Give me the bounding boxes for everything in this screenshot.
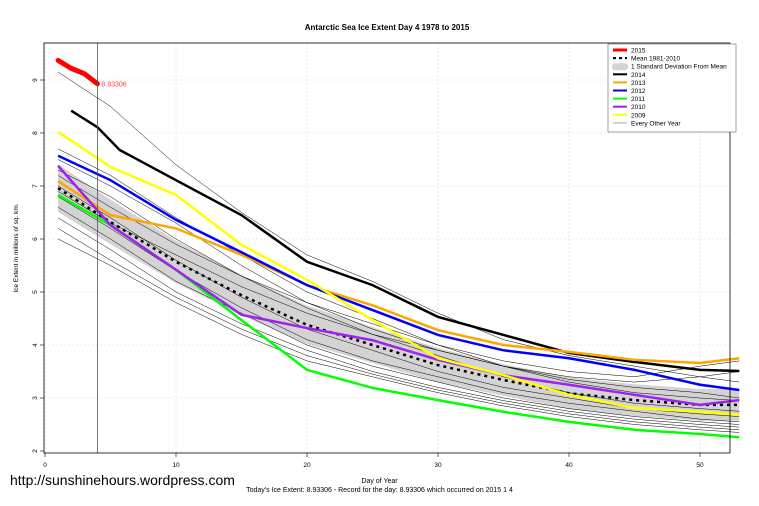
series-line-2012 [57,154,740,392]
other-year-line [57,191,740,399]
sd-band [58,164,740,421]
other-year-line [57,228,740,431]
current-value-label: 8.93306 [101,82,126,89]
series-line-2015 [55,57,100,87]
legend-entry: 2012 [631,88,646,95]
x-tick-label: 20 [303,462,311,469]
y-tick-label: 7 [32,184,39,188]
other-year-line [57,175,740,378]
legend-entry: Every Other Year [631,120,681,127]
series-line-2009 [57,130,740,417]
legend-entry: Mean 1981-2010 [631,56,681,63]
y-tick-label: 9 [32,78,39,82]
mean-line [57,187,740,407]
other-year-line [57,206,740,425]
y-tick-label: 4 [32,343,39,347]
y-tick-label: 3 [32,396,39,400]
footer-summary: Today's Ice Extent: 8.93306 - Record for… [246,487,513,494]
other-year-line [57,238,740,433]
legend-entry: 1 Standard Deviation From Mean [631,64,727,71]
website-url: http://sunshinehours.wordpress.com [10,472,235,488]
other-year-line [57,217,740,428]
series-line-2014 [70,109,740,373]
series-line-2013 [57,180,740,365]
y-tick-label: 5 [32,290,39,294]
y-tick-label: 8 [32,131,39,135]
other-year-line [57,148,740,401]
y-tick-label: 6 [32,237,39,241]
legend-entry: 2009 [631,112,646,119]
legend-box [607,43,737,133]
x-tick-label: 40 [565,462,573,469]
legend-entry: 2014 [631,72,646,79]
x-tick-label: 10 [172,462,180,469]
other-year-line [57,71,740,383]
plot-frame [43,42,731,454]
chart-title: Antarctic Sea Ice Extent Day 4 1978 to 2… [305,23,470,32]
legend-entry: 2010 [631,104,646,111]
legend-entry: 2013 [631,80,646,87]
series-line-2010 [57,165,740,407]
other-year-line [57,169,740,412]
x-axis-label: Day of Year [361,478,398,485]
legend-swatch [612,63,628,71]
y-tick-label: 2 [32,449,39,453]
legend-entry: 2011 [631,96,645,103]
x-tick-label: 50 [696,462,704,469]
y-axis-label: Ice Extent in millions of sq. km. [13,203,20,292]
x-tick-label: 0 [43,462,47,469]
legend-entry: 2015 [631,48,646,55]
x-tick-label: 30 [434,462,442,469]
